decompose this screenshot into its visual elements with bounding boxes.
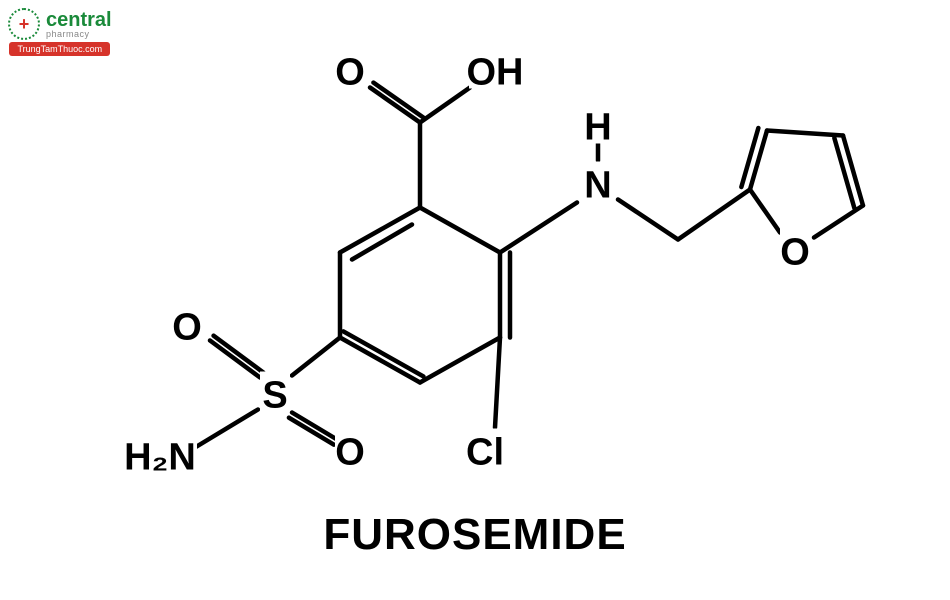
logo-cross-icon: + (19, 15, 30, 33)
logo-main-text: central (46, 10, 112, 30)
svg-text:O: O (172, 307, 202, 349)
svg-text:H₂N: H₂N (124, 437, 196, 479)
svg-text:S: S (262, 375, 287, 417)
molecule-drawing: O OH HN O O O S H₂N Cl (65, 28, 885, 513)
svg-text:O: O (335, 52, 365, 94)
logo-circle-icon: + (8, 8, 40, 40)
molecule-svg: O OH HN O O O S H₂N Cl (65, 28, 885, 508)
svg-text:O: O (335, 432, 365, 474)
svg-text:Cl: Cl (466, 432, 504, 474)
svg-text:O: O (780, 232, 810, 274)
svg-text:OH: OH (467, 52, 524, 94)
svg-text:N: N (584, 165, 611, 207)
svg-text:H: H (584, 107, 611, 149)
compound-caption: FUROSEMIDE (0, 510, 950, 560)
